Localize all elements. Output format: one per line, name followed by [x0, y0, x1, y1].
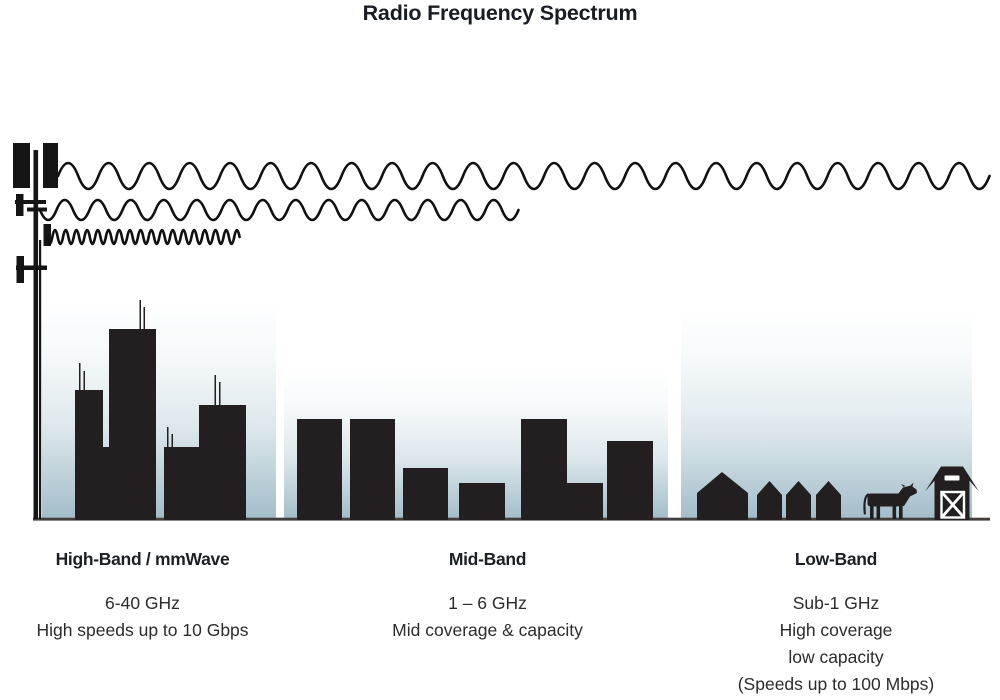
mid-band-description: Mid coverage & capacity [392, 620, 583, 640]
skyscraper-icon [75, 390, 103, 520]
high-band-wave-icon [45, 228, 241, 246]
building-icon [350, 419, 395, 520]
low-band-description: High coverage [779, 620, 893, 640]
house-icon [697, 472, 748, 520]
high-band-label: High-Band / mmWave 6-40 GHz High speeds … [0, 549, 285, 699]
low-band-frequency: Sub-1 GHz [792, 593, 880, 613]
low-band-speed: (Speeds up to 100 Mbps) [737, 674, 935, 694]
low-band-description: low capacity [788, 647, 884, 667]
crossbuck-door-icon [940, 490, 966, 519]
building-icon [567, 483, 603, 520]
low-band-label: Low-Band Sub-1 GHz High coverage low cap… [685, 549, 987, 699]
house-icon [816, 481, 841, 520]
mid-band-label: Mid-Band 1 – 6 GHz Mid coverage & capaci… [345, 549, 630, 699]
skyscraper-icon [109, 329, 156, 520]
high-band-heading: High-Band / mmWave [55, 549, 230, 569]
radio-waves [38, 161, 991, 246]
page-title: Radio Frequency Spectrum [362, 1, 638, 25]
high-band-skyline [75, 300, 246, 520]
building-icon [521, 419, 567, 520]
house-icon [786, 481, 811, 520]
cow-icon [863, 482, 917, 519]
mid-band-wave-icon [38, 198, 520, 222]
mid-band-heading: Mid-Band [448, 549, 527, 569]
low-band-heading: Low-Band [794, 549, 878, 569]
antenna-panel-icon [43, 143, 58, 188]
high-band-frequency: 6-40 GHz [105, 593, 180, 613]
cell-tower-icon [13, 143, 58, 519]
low-band-rural-scene [697, 466, 979, 520]
skyscraper-icon [199, 405, 246, 520]
house-icon [757, 481, 782, 520]
mid-band-frequency: 1 – 6 GHz [448, 593, 527, 613]
building-icon [459, 483, 505, 520]
spectrum-illustration [13, 143, 991, 521]
high-band-description: High speeds up to 10 Gbps [36, 620, 249, 640]
antenna-panel-icon [13, 143, 30, 188]
ground-line [33, 517, 990, 521]
skyscraper-icon [164, 447, 199, 520]
building-icon [297, 419, 342, 520]
building-icon [403, 468, 448, 520]
barn-icon [925, 466, 979, 520]
building-icon [607, 441, 653, 520]
low-band-wave-icon [56, 161, 991, 191]
mid-band-skyline [297, 419, 653, 520]
